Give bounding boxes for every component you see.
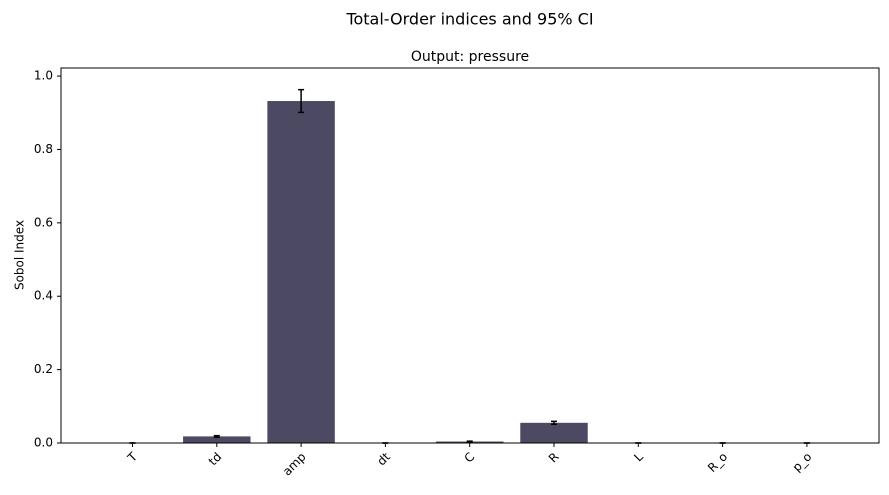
- x-tick-label: L: [631, 449, 646, 464]
- chart-title: Output: pressure: [411, 49, 529, 65]
- y-tick-label: 0.2: [34, 362, 53, 376]
- error-bar: [551, 420, 557, 426]
- x-tick-label: R_o: [705, 450, 730, 475]
- y-axis-label: Sobol Index: [13, 220, 27, 290]
- x-tick-label: C: [461, 450, 477, 466]
- x-tick-label: T: [124, 449, 140, 465]
- bar: [183, 436, 251, 443]
- y-tick-label: 0.8: [34, 142, 53, 156]
- y-tick-label: 0.4: [34, 289, 53, 303]
- x-tick-label: R: [546, 450, 562, 466]
- bar: [520, 422, 588, 443]
- plot-frame: [60, 67, 880, 444]
- x-tick-label: dt: [374, 449, 393, 468]
- y-tick-label: 0.0: [34, 436, 53, 450]
- bar: [267, 101, 335, 443]
- error-bar: [466, 440, 473, 443]
- x-tick-label: p_o: [790, 450, 815, 475]
- x-tick-label: amp: [280, 450, 309, 479]
- chart-suptitle: Total-Order indices and 95% CI: [345, 10, 593, 29]
- error-bar: [213, 434, 220, 438]
- x-tick-label: td: [206, 450, 225, 469]
- error-bar: [298, 88, 305, 114]
- y-tick-label: 0.6: [34, 215, 53, 229]
- y-tick-label: 1.0: [34, 69, 53, 83]
